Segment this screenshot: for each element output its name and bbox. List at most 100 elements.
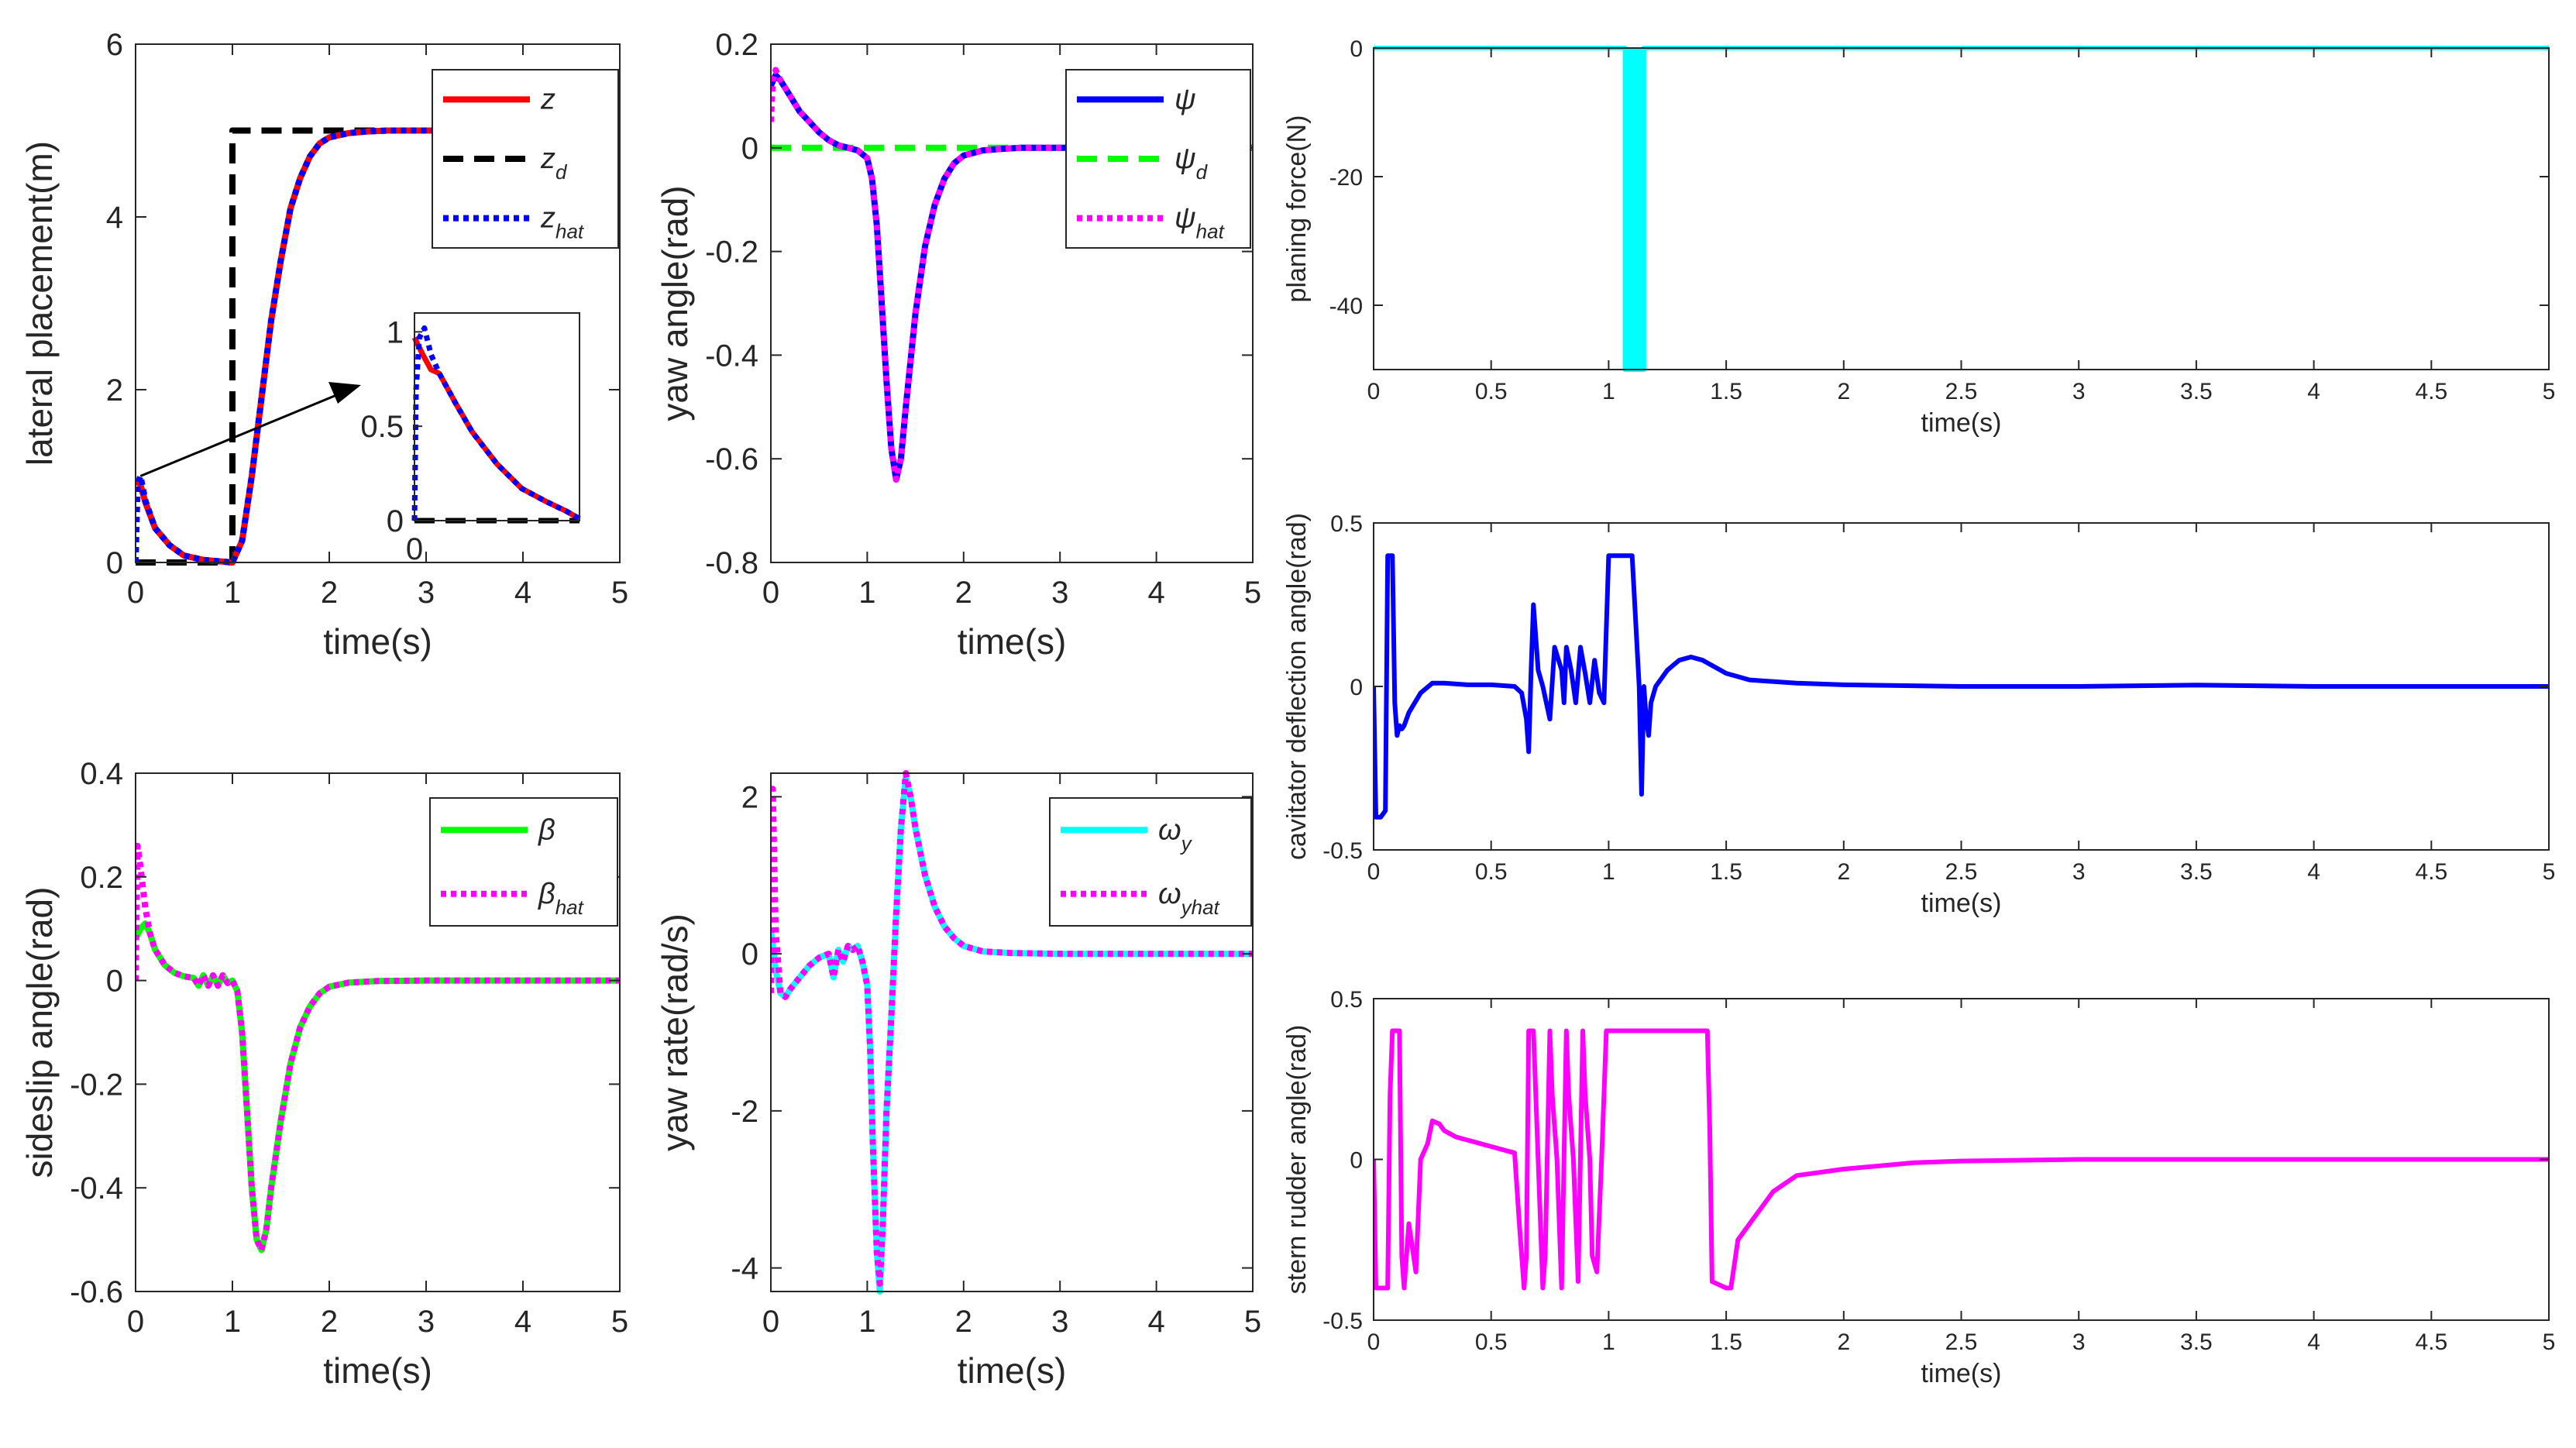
x-axis-label: time(s) [1921, 1359, 2002, 1388]
y-tick-label: -2 [731, 1095, 758, 1129]
x-tick-label: 3 [2072, 379, 2086, 404]
legend-subscript: d [1196, 160, 1209, 184]
series-group [1374, 1028, 2549, 1291]
y-tick-label: 0 [1350, 36, 1363, 62]
x-axis-label: time(s) [323, 621, 432, 662]
y-tick-label: -0.4 [70, 1171, 123, 1206]
x-tick-label: 2 [1837, 379, 1850, 404]
legend-subscript: d [555, 160, 568, 184]
x-tick-label: 1.5 [1710, 1329, 1742, 1355]
x-axis-label: time(s) [1921, 408, 2002, 438]
series-beta_hat [136, 842, 620, 1254]
x-tick-label: 2.5 [1945, 1329, 1978, 1355]
y-tick-label: 0.2 [80, 861, 123, 895]
series-band-planing-force [1625, 48, 1644, 370]
plot-area [1374, 48, 2549, 370]
x-tick-label: 1 [1602, 1329, 1615, 1355]
inset-x-tick-label: 0 [406, 532, 423, 566]
x-tick-label: 3 [418, 576, 435, 610]
x-tick-label: 3 [418, 1305, 435, 1339]
legend-box [1049, 797, 1252, 927]
y-axis-label: cavitator deflection angle(rad) [1282, 513, 1312, 860]
series-group [1374, 553, 2549, 820]
inset-y-tick-label: 0.5 [360, 410, 404, 444]
x-tick-label: 2 [955, 576, 972, 610]
inset-series-z [411, 336, 581, 521]
chart-p5: 0 0.5 1 1.5 2 2.5 3 3.5 4 4.5 5 -40 -20 0 time(s) plani… [1282, 36, 2555, 438]
y-tick-label: -0.2 [70, 1068, 123, 1102]
x-tick-label: 2.5 [1945, 379, 1978, 404]
x-tick-label: 5 [1244, 576, 1261, 610]
x-tick-label: 0.5 [1475, 1329, 1508, 1355]
x-tick-label: 4 [514, 576, 531, 610]
y-tick-label: 0.5 [1330, 511, 1363, 537]
series-cavitator-deflection [1374, 553, 2549, 820]
x-tick-label: 2 [1837, 1329, 1850, 1355]
y-tick-label: -0.5 [1322, 838, 1363, 864]
inset-box [414, 312, 580, 521]
x-tick-label: 3.5 [2180, 859, 2213, 885]
x-tick-label: 0 [127, 1305, 144, 1339]
x-axis-label: time(s) [958, 621, 1067, 662]
y-tick-label: 0.2 [715, 28, 758, 62]
y-axis-label: sideslip angle(rad) [19, 887, 60, 1178]
x-tick-label: 3 [2072, 859, 2086, 885]
x-tick-label: 3 [1051, 576, 1068, 610]
y-tick-label: -4 [731, 1252, 758, 1286]
x-tick-label: 1 [858, 576, 875, 610]
y-tick-label: 6 [106, 28, 123, 62]
inset-chart: 0 0.5 1 0 [139, 312, 581, 566]
series-omega_yhat [771, 770, 1253, 1287]
x-tick-label: 5 [611, 576, 628, 610]
y-tick-label: -0.2 [705, 236, 758, 270]
inset-y-tick-label: 0 [387, 504, 404, 538]
inset-arrow-head [328, 382, 361, 404]
axes-box [135, 43, 621, 563]
legend-subscript: hat [555, 896, 585, 919]
x-tick-label: 4 [2307, 1329, 2320, 1355]
x-tick-label: 4.5 [2415, 379, 2447, 404]
axes-box [770, 772, 1254, 1292]
x-tick-label: 1.5 [1710, 859, 1742, 885]
legend-subscript: hat [1196, 220, 1226, 243]
x-tick-label: 1 [1602, 859, 1615, 885]
axes-box [135, 772, 621, 1292]
x-tick-label: 2 [955, 1305, 972, 1339]
x-tick-label: 1 [1602, 379, 1615, 404]
y-tick-label: 0 [106, 965, 123, 999]
x-tick-label: 1 [858, 1305, 875, 1339]
inset-y-tick-label: 1 [387, 315, 404, 349]
x-axis-label: time(s) [958, 1350, 1067, 1391]
x-tick-label: 5 [2543, 859, 2556, 885]
x-tick-label: 4.5 [2415, 1329, 2447, 1355]
x-tick-label: 0.5 [1475, 859, 1508, 885]
legend-subscript: y [1180, 831, 1193, 855]
x-tick-label: 5 [1244, 1305, 1261, 1339]
x-axis-label: time(s) [1921, 889, 2002, 918]
x-tick-label: 0 [1367, 1329, 1381, 1355]
x-tick-label: 5 [2543, 379, 2556, 404]
inset-arrow-line [139, 387, 354, 477]
x-tick-label: 5 [2543, 1329, 2556, 1355]
x-tick-label: 0 [1367, 379, 1381, 404]
y-tick-label: 0 [106, 546, 123, 580]
series-group [136, 842, 620, 1254]
y-tick-label: 0 [1350, 1148, 1363, 1174]
chart-p7: 0 0.5 1 1.5 2 2.5 3 3.5 4 4.5 5-0.500.5time(s)ster… [1282, 987, 2555, 1388]
y-tick-label: 4 [106, 201, 123, 235]
series-psi_hat [771, 67, 1253, 483]
y-tick-label: -20 [1329, 165, 1363, 191]
x-tick-label: 1.5 [1710, 379, 1742, 404]
x-tick-label: 4 [2307, 379, 2320, 404]
legend-subscript: hat [555, 220, 585, 243]
y-tick-label: -40 [1329, 294, 1363, 319]
chart-p2: 0 1 2 3 4 5 -0.8 -0.6 -0.4 -0.2 0 0.2 time(s) yaw ang… [655, 28, 1261, 662]
chart-p4: 0 1 2 3 4 5 -4 -2 0 2 time(s) yaw rate(rad/s) ωyωyha… [655, 770, 1261, 1391]
x-tick-label: 3 [1051, 1305, 1068, 1339]
x-tick-label: 0.5 [1475, 379, 1508, 404]
chart-p6: 0 0.5 1 1.5 2 2.5 3 3.5 4 4.5 5-0.500.5time(s)cavi… [1282, 511, 2555, 918]
